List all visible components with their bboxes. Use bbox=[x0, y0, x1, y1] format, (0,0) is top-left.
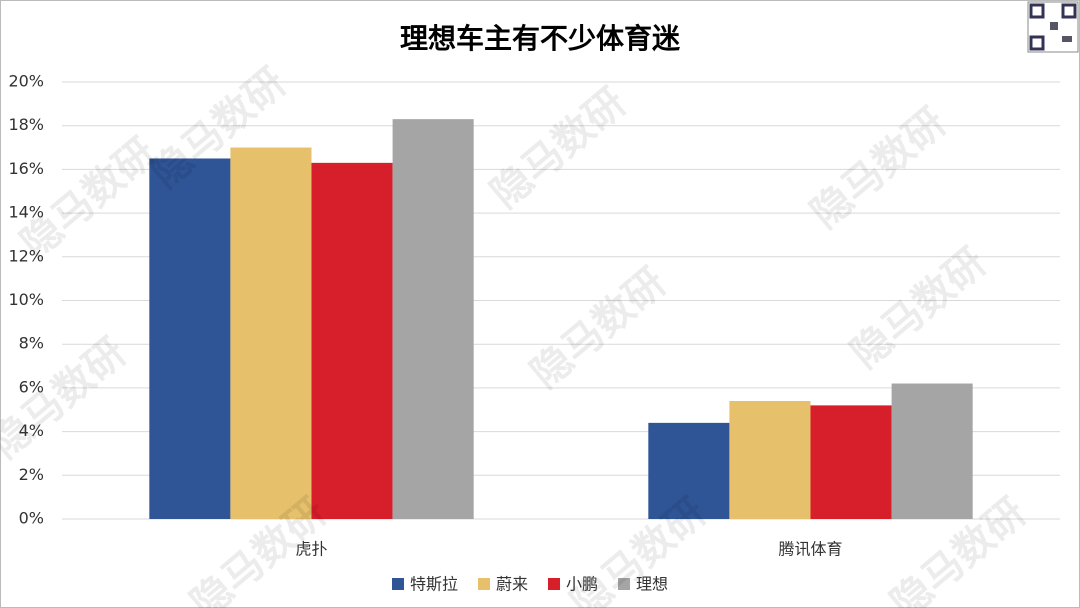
bar bbox=[230, 147, 312, 520]
y-tick-label: 10% bbox=[8, 290, 44, 309]
y-tick-label: 2% bbox=[19, 465, 44, 484]
y-tick-label: 4% bbox=[19, 421, 44, 440]
legend-label: 特斯拉 bbox=[410, 575, 458, 594]
legend-swatch bbox=[478, 578, 490, 590]
qr-code bbox=[1027, 1, 1079, 53]
bar bbox=[149, 158, 231, 519]
chart-title: 理想车主有不少体育迷 bbox=[400, 22, 681, 55]
legend-swatch bbox=[548, 578, 560, 590]
y-tick-label: 20% bbox=[8, 72, 44, 91]
legend-label: 理想 bbox=[636, 575, 668, 594]
x-tick-label: 虎扑 bbox=[295, 540, 327, 559]
y-tick-label: 6% bbox=[19, 377, 44, 396]
legend-swatch bbox=[618, 578, 630, 590]
x-tick-label: 腾讯体育 bbox=[778, 540, 842, 559]
bar bbox=[311, 162, 393, 519]
bar bbox=[810, 405, 892, 519]
y-tick-label: 12% bbox=[8, 246, 44, 265]
legend-label: 蔚来 bbox=[496, 575, 528, 594]
y-tick-label: 14% bbox=[8, 203, 44, 222]
y-tick-label: 18% bbox=[8, 115, 44, 134]
bar bbox=[648, 422, 730, 519]
legend-label: 小鹏 bbox=[566, 575, 598, 594]
bar bbox=[392, 119, 474, 520]
y-tick-label: 16% bbox=[8, 159, 44, 178]
y-tick-label: 8% bbox=[19, 334, 44, 353]
bar bbox=[729, 401, 811, 519]
y-tick-label: 0% bbox=[19, 509, 44, 528]
legend-swatch bbox=[392, 578, 404, 590]
bar bbox=[891, 383, 973, 519]
